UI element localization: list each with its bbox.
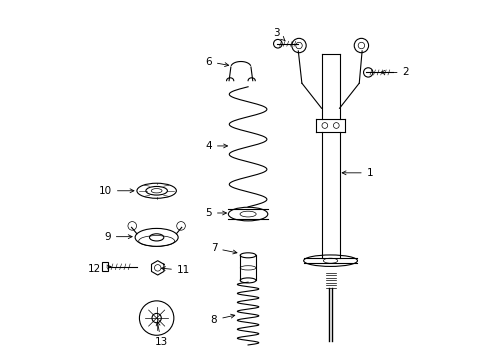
Text: 4: 4 <box>205 141 227 151</box>
Text: 7: 7 <box>210 243 237 254</box>
Text: 3: 3 <box>273 28 285 41</box>
Text: 11: 11 <box>161 265 190 275</box>
Text: 12: 12 <box>88 264 111 274</box>
Text: 5: 5 <box>205 208 226 218</box>
Text: 10: 10 <box>99 186 134 196</box>
Text: 13: 13 <box>154 322 167 347</box>
Text: 2: 2 <box>380 67 408 77</box>
Text: 1: 1 <box>342 168 372 178</box>
Text: 6: 6 <box>205 57 228 67</box>
Text: 9: 9 <box>104 232 132 242</box>
Text: 8: 8 <box>210 314 234 325</box>
